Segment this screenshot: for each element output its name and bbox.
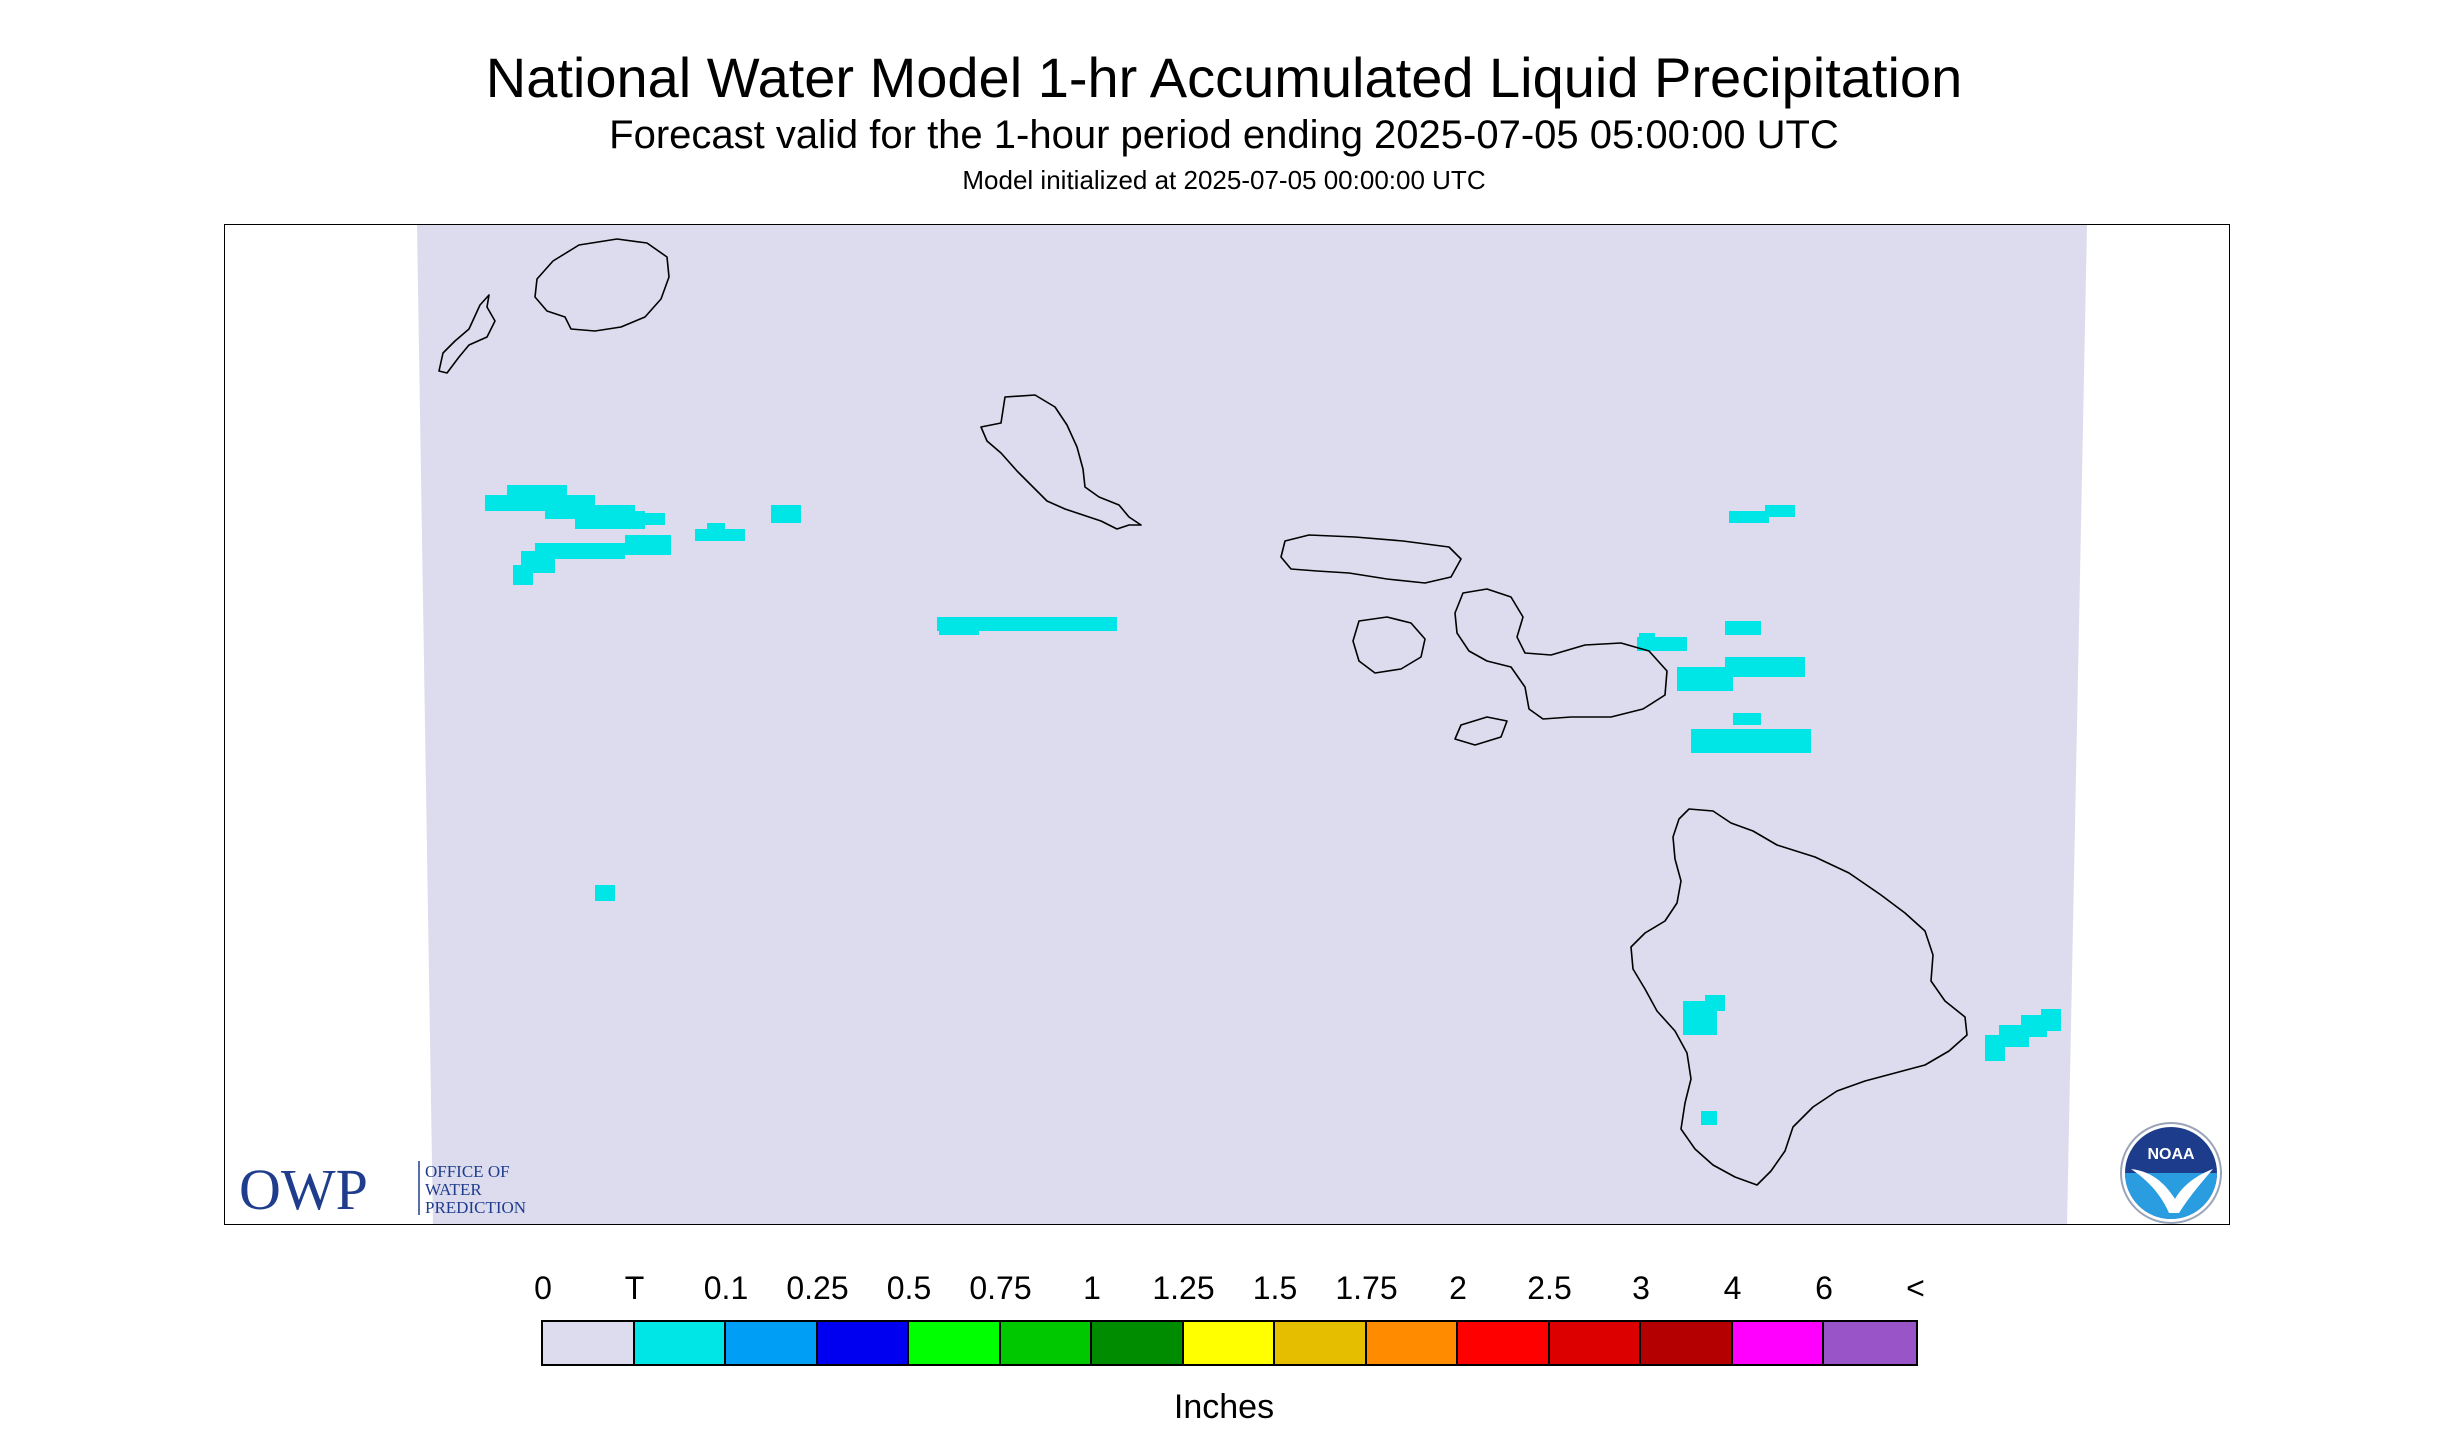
precip-cell <box>535 543 625 559</box>
hawaii-island <box>1630 808 1968 1186</box>
legend-swatch <box>543 1322 635 1364</box>
owp-line1: OFFICE OF <box>425 1162 510 1181</box>
kahoolawe-island <box>1454 716 1508 746</box>
precip-cell <box>695 529 745 541</box>
precip-cell <box>939 619 979 635</box>
coastlines <box>438 238 1968 1186</box>
legend-swatch <box>1366 1322 1458 1364</box>
precip-cell <box>1725 621 1761 635</box>
niihau-island <box>438 294 496 374</box>
legend-label: < <box>1906 1270 1925 1306</box>
precip-cell <box>1729 511 1769 523</box>
map-panel: OWP OFFICE OF WATER PREDICTION NOAA <box>224 224 2230 1225</box>
precip-cell <box>595 885 615 901</box>
maui-island <box>1454 588 1668 720</box>
noaa-logo-bird <box>2131 1169 2213 1213</box>
precip-cell <box>1691 729 1811 753</box>
model-init-text: Model initialized at 2025-07-05 00:00:00… <box>962 165 1486 195</box>
legend-colorbar <box>541 1320 1918 1366</box>
kauai-island <box>534 238 670 332</box>
map-canvas: OWP OFFICE OF WATER PREDICTION NOAA <box>239 225 2222 1224</box>
legend-label: 4 <box>1723 1270 1742 1306</box>
precip-cell <box>1677 667 1733 691</box>
map-title: National Water Model 1-hr Accumulated Li… <box>485 46 1963 109</box>
legend-units: Inches <box>1173 1388 1275 1426</box>
precip-cell <box>1725 657 1805 677</box>
forecast-valid-subtitle: Forecast valid for the 1-hour period end… <box>609 113 1839 157</box>
legend-swatch <box>1092 1322 1184 1364</box>
molokai-island <box>1280 534 1462 584</box>
legend-label: 0.5 <box>886 1270 932 1306</box>
legend-swatch <box>817 1322 909 1364</box>
legend-label: 2.5 <box>1527 1270 1572 1306</box>
noaa-logo-text: NOAA <box>2147 1146 2195 1163</box>
precip-cell <box>2021 1015 2047 1037</box>
precip-cell <box>937 617 1117 631</box>
legend-labels: 0 T 0.1 0.25 0.5 0.75 1 1.25 1.5 1.75 2 2.5 3 4 6 < <box>0 1268 2448 1312</box>
legend-label: 0.75 <box>969 1270 1032 1306</box>
legend-swatch <box>634 1322 726 1364</box>
legend-label: 1.5 <box>1252 1270 1298 1306</box>
precip-cell <box>1701 1111 1717 1125</box>
owp-logo: OWP OFFICE OF WATER PREDICTION <box>239 1157 526 1222</box>
model-domain <box>417 225 2087 1224</box>
legend-label: 6 <box>1815 1270 1833 1306</box>
legend-label: 1.25 <box>1152 1270 1215 1306</box>
legend-swatch <box>1824 1322 1916 1364</box>
legend-swatch <box>1000 1322 1092 1364</box>
legend-label: 0.1 <box>703 1270 749 1306</box>
legend-swatch <box>726 1322 818 1364</box>
legend-label: 1.75 <box>1335 1270 1398 1306</box>
noaa-logo: NOAA <box>2120 1122 2222 1224</box>
oahu-island <box>980 394 1142 530</box>
precip-cell <box>575 511 645 529</box>
legend-swatch <box>909 1322 1001 1364</box>
legend-swatch <box>1641 1322 1733 1364</box>
precip-cell <box>1765 505 1795 517</box>
legend-label: 3 <box>1632 1270 1650 1306</box>
legend-swatch <box>1549 1322 1641 1364</box>
precip-cell <box>513 565 533 585</box>
legend-label: 0 <box>534 1270 552 1306</box>
legend-swatch <box>1183 1322 1275 1364</box>
owp-line2: WATER <box>425 1180 482 1199</box>
precip-trace-areas <box>485 485 2061 1125</box>
legend-label: 0.25 <box>786 1270 849 1306</box>
legend-label: 1 <box>1083 1270 1101 1306</box>
precip-cell <box>1733 713 1761 725</box>
precip-cell <box>1705 995 1725 1011</box>
precip-cell <box>645 513 665 525</box>
lanai-island <box>1352 616 1426 674</box>
legend-swatch <box>1458 1322 1550 1364</box>
legend-swatch <box>1732 1322 1824 1364</box>
precip-cell <box>1639 633 1655 643</box>
precip-cell <box>625 535 671 555</box>
legend-label: T <box>624 1270 645 1306</box>
owp-letters: OWP <box>239 1157 368 1222</box>
legend-swatch <box>1275 1322 1367 1364</box>
precip-cell <box>2041 1009 2061 1031</box>
precip-cell <box>771 505 801 523</box>
legend-label: 2 <box>1449 1270 1467 1306</box>
owp-line3: PREDICTION <box>425 1198 526 1217</box>
